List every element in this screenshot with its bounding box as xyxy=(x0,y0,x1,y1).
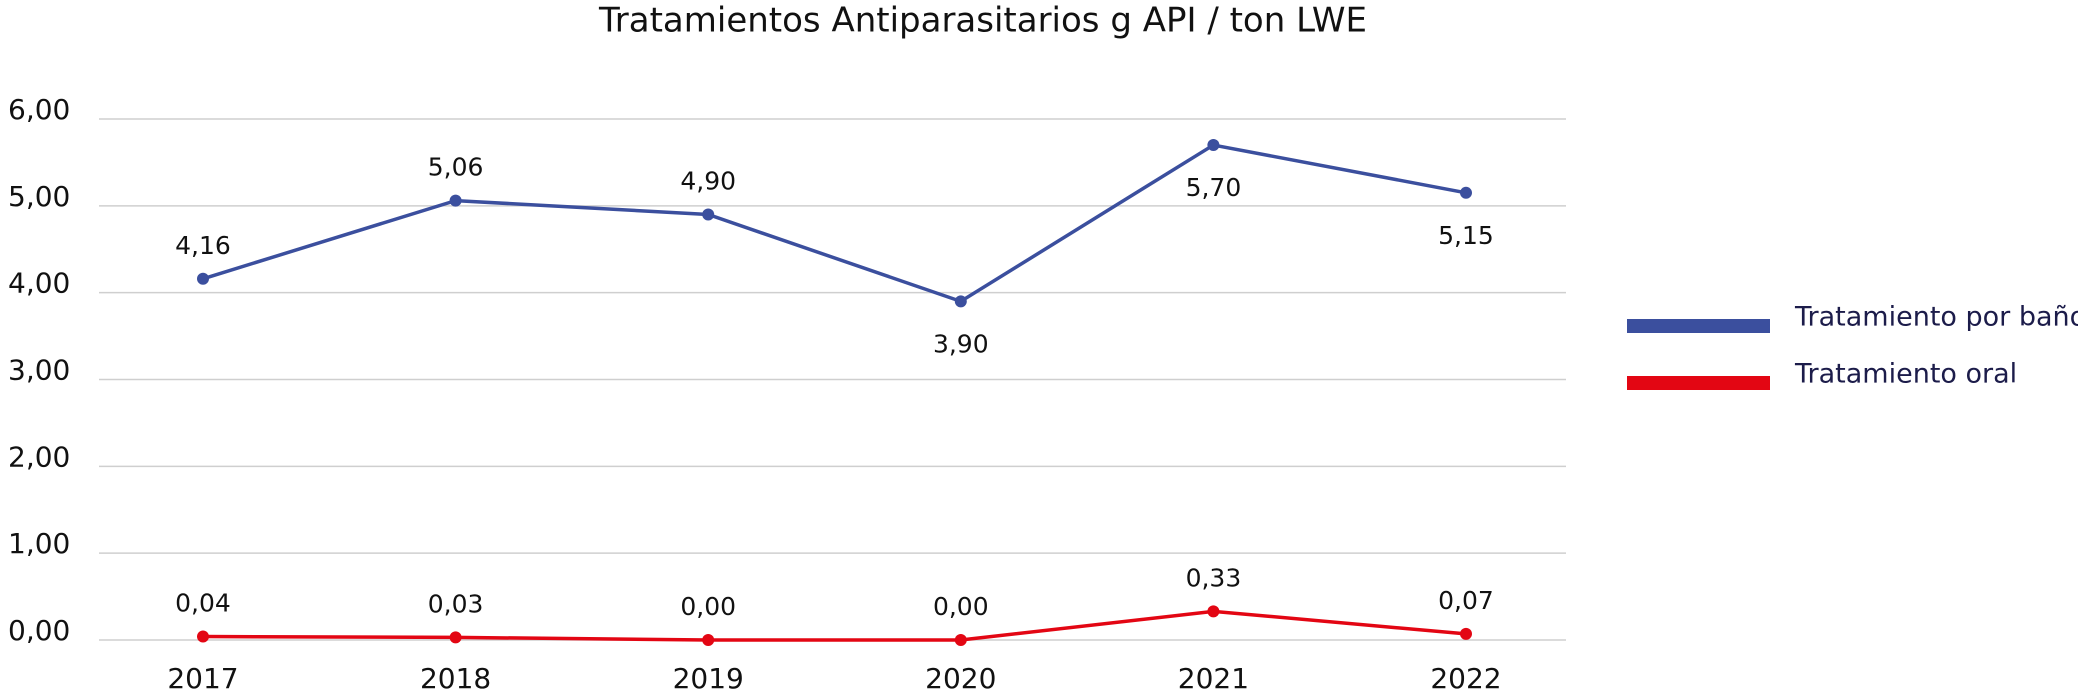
point xyxy=(1207,139,1220,152)
y-tick-label: 4,00 xyxy=(8,267,70,300)
y-tick-label: 3,00 xyxy=(8,354,70,387)
x-tick-label: 2022 xyxy=(1430,662,1501,694)
data-label: 5,06 xyxy=(428,153,484,182)
data-label: 5,70 xyxy=(1186,173,1242,202)
chart-title: Tratamientos Antiparasitarios g API / to… xyxy=(598,1,1367,41)
point xyxy=(1460,186,1472,199)
point xyxy=(449,631,462,644)
data-label: 0,04 xyxy=(175,589,231,618)
x-tick-label: 2019 xyxy=(673,662,744,694)
legend-swatch xyxy=(1627,376,1770,390)
y-tick-label: 6,00 xyxy=(8,93,70,126)
point xyxy=(449,194,462,207)
x-tick-label: 2017 xyxy=(167,662,238,694)
data-label: 3,90 xyxy=(933,329,989,358)
data-label: 0,00 xyxy=(680,592,736,621)
data-label: 0,33 xyxy=(1186,563,1242,592)
series-line xyxy=(202,609,1467,642)
legend-swatch xyxy=(1627,319,1770,333)
point xyxy=(954,634,967,646)
data-label: 0,07 xyxy=(1438,586,1494,615)
y-tick-label: 1,00 xyxy=(8,527,70,560)
x-tick-label: 2018 xyxy=(420,662,491,694)
point xyxy=(1207,605,1220,618)
y-tick-label: 5,00 xyxy=(8,180,70,213)
series-line xyxy=(202,143,1467,304)
point xyxy=(197,272,209,285)
legend-label: Tratamiento por baño xyxy=(1794,302,2078,333)
x-tick-label: 2021 xyxy=(1178,662,1249,694)
data-label: 0,00 xyxy=(933,592,989,621)
point xyxy=(702,634,715,646)
point xyxy=(1460,627,1472,640)
point xyxy=(702,208,715,221)
y-tick-label: 0,00 xyxy=(8,614,70,647)
legend-label: Tratamiento oral xyxy=(1794,359,2017,390)
data-label: 5,15 xyxy=(1438,221,1494,250)
y-tick-label: 2,00 xyxy=(8,440,70,473)
data-label: 4,16 xyxy=(175,231,231,260)
point xyxy=(954,295,967,308)
data-label: 0,03 xyxy=(428,589,484,618)
data-label: 4,90 xyxy=(680,167,736,196)
point xyxy=(197,630,209,643)
x-tick-label: 2020 xyxy=(925,662,996,694)
